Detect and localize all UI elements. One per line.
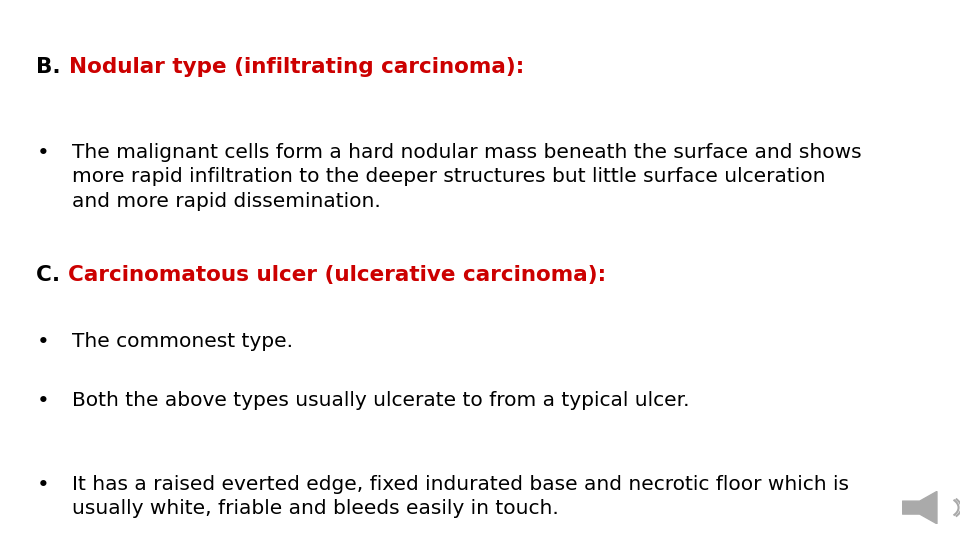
Text: •: • [36, 392, 49, 411]
Text: C.: C. [36, 265, 68, 285]
Text: •: • [36, 475, 49, 495]
Polygon shape [902, 491, 937, 524]
Text: Nodular type (infiltrating carcinoma):: Nodular type (infiltrating carcinoma): [68, 57, 524, 77]
Text: B.: B. [36, 57, 68, 77]
Text: Carcinomatous ulcer (ulcerative carcinoma):: Carcinomatous ulcer (ulcerative carcinom… [68, 265, 606, 285]
Text: The commonest type.: The commonest type. [72, 332, 293, 351]
Text: Both the above types usually ulcerate to from a typical ulcer.: Both the above types usually ulcerate to… [72, 392, 689, 410]
Text: The malignant cells form a hard nodular mass beneath the surface and shows
more : The malignant cells form a hard nodular … [72, 143, 862, 211]
Text: •: • [36, 332, 49, 352]
Text: •: • [36, 143, 49, 163]
Text: It has a raised everted edge, fixed indurated base and necrotic floor which is
u: It has a raised everted edge, fixed indu… [72, 475, 849, 518]
